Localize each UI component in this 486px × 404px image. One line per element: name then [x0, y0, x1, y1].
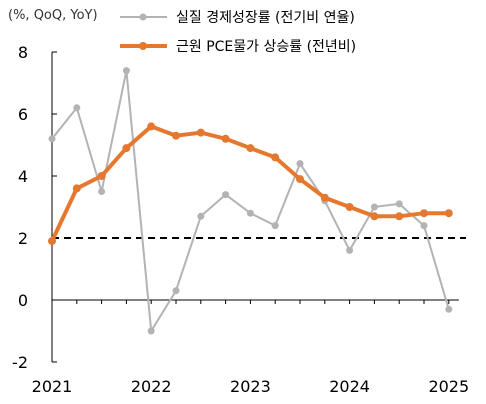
y-tick-label: 4: [18, 167, 28, 186]
gdp-data-point: [395, 200, 403, 208]
y-axis-unit-label: (%, QoQ, YoY): [8, 8, 98, 23]
gdp-data-point: [370, 203, 378, 211]
gdp-data-point: [147, 327, 155, 335]
gdp-data-point: [73, 104, 81, 112]
gdp-data-point: [246, 209, 254, 217]
pce-data-point: [296, 175, 304, 184]
pce-data-point: [122, 144, 131, 153]
pce-data-point: [345, 203, 354, 211]
y-tick-label: 0: [18, 291, 28, 310]
gdp-data-point: [172, 287, 180, 295]
gdp-data-point: [98, 188, 106, 195]
x-tick-label: 2022: [131, 377, 172, 396]
pce-data-point: [196, 128, 205, 137]
y-tick-label: 6: [18, 105, 28, 124]
legend-label: 근원 PCE물가 상승률 (전년비): [176, 39, 356, 55]
gdp-data-point: [197, 212, 205, 220]
y-tick-label: 8: [18, 43, 28, 62]
legend-swatch-marker: [139, 13, 147, 21]
pce-data-point: [395, 212, 404, 221]
gdp-data-point: [48, 135, 56, 143]
y-axis: -2 0 2 4 6 8: [12, 43, 57, 372]
pce-data-point: [97, 172, 106, 180]
x-tick-label: 2021: [32, 377, 73, 396]
pce-data-point: [320, 193, 329, 202]
chart-legend: 실질 경제성장률 (전기비 연율) 근원 PCE물가 상승률 (전년비): [120, 10, 356, 55]
y-tick-label: -2: [12, 353, 28, 372]
pce-data-point: [72, 184, 81, 193]
plot-area: [48, 67, 453, 335]
pce-data-point: [246, 144, 255, 153]
pce-data-point: [370, 212, 379, 221]
pce-data-point: [48, 237, 56, 246]
legend-swatch-marker: [139, 42, 147, 50]
pce-data-point: [221, 134, 230, 143]
x-axis: 2021 2022 2023 2024 2025: [32, 299, 469, 396]
gdp-data-point: [122, 67, 130, 75]
x-tick-label: 2023: [230, 377, 271, 396]
legend-label: 실질 경제성장률 (전기비 연율): [176, 10, 355, 26]
x-tick-label: 2025: [428, 377, 469, 396]
gdp-series-line: [51, 69, 450, 332]
pce-data-point: [147, 122, 156, 131]
gdp-data-point: [420, 222, 428, 230]
gdp-data-point: [346, 246, 354, 254]
gdp-data-point: [296, 160, 304, 168]
pce-data-point: [444, 209, 453, 218]
pce-data-point: [271, 153, 280, 162]
gdp-data-point: [271, 222, 279, 230]
pce-data-point: [172, 131, 180, 140]
gdp-data-point: [445, 305, 453, 313]
gdp-data-point: [222, 191, 230, 199]
y-tick-label: 2: [18, 229, 28, 248]
pce-data-point: [420, 209, 428, 218]
x-tick-label: 2024: [329, 377, 370, 396]
